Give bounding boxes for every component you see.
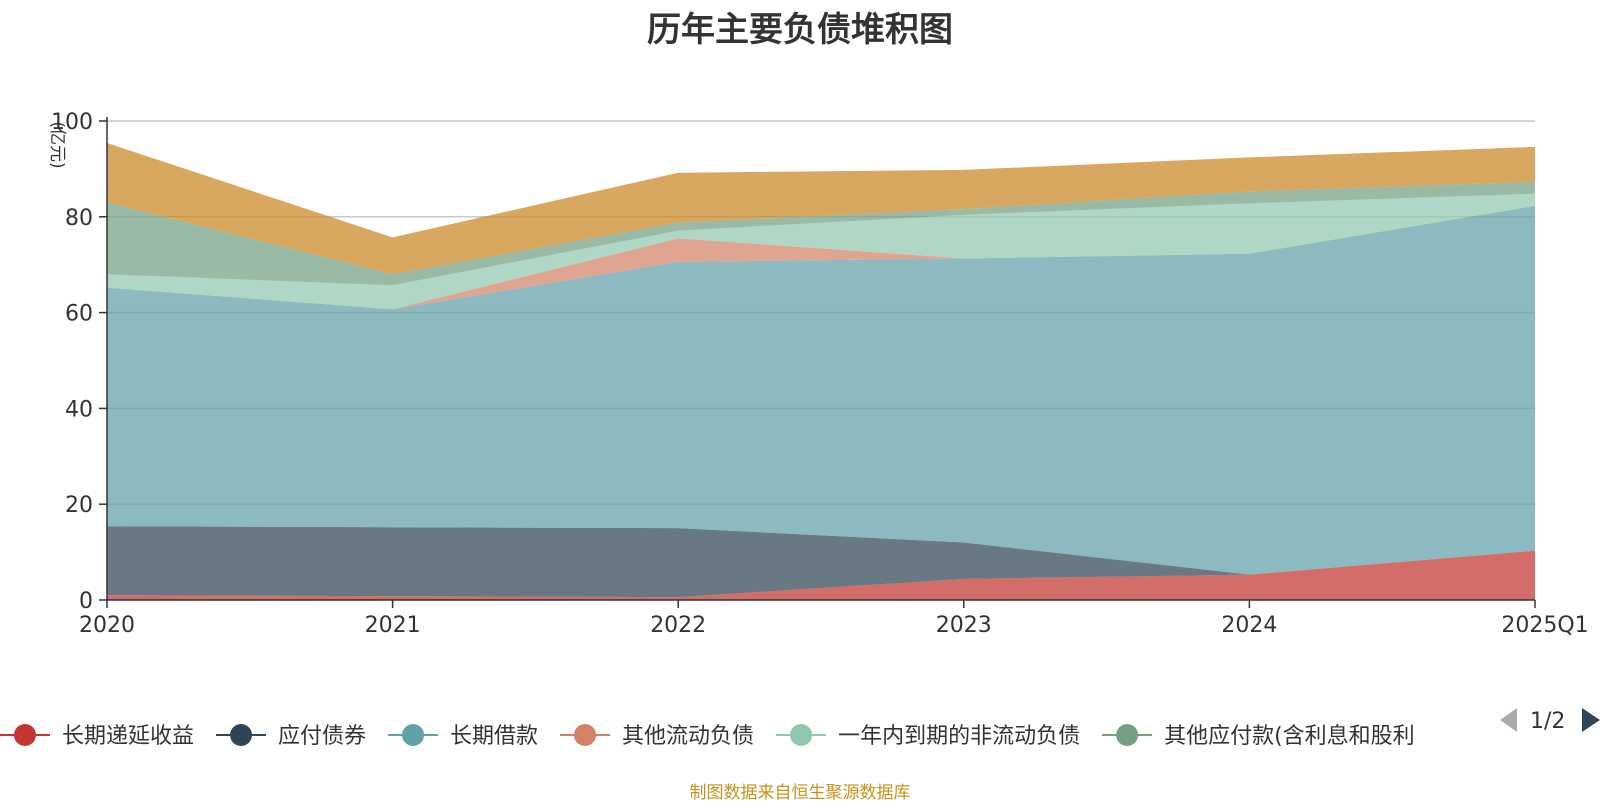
area-series-4 bbox=[107, 193, 1535, 310]
legend-prev-page-icon[interactable] bbox=[1500, 708, 1517, 732]
legend-item-5[interactable]: 其他应付款(含利息和股利 bbox=[1102, 724, 1415, 749]
legend-marker-4 bbox=[790, 724, 813, 746]
y-tick-label-0: 0 bbox=[79, 589, 93, 614]
x-tick-label-1: 2021 bbox=[365, 613, 421, 638]
legend: 长期递延收益 应付债券 长期借款 其他流动负债 一年内到期的非流动负债 其他应付款(含利息… bbox=[0, 724, 1415, 749]
legend-label-2: 长期借款 bbox=[450, 724, 538, 749]
legend-label-5: 其他应付款(含利息和股利 bbox=[1164, 724, 1415, 749]
legend-marker-1 bbox=[230, 724, 253, 746]
x-tick-label-2: 2022 bbox=[650, 613, 706, 638]
y-tick-label-100: 100 bbox=[51, 110, 93, 135]
y-tick-label-40: 40 bbox=[65, 397, 93, 422]
legend-item-3[interactable]: 其他流动负债 bbox=[560, 724, 754, 749]
x-tick-label-0: 2020 bbox=[79, 613, 135, 638]
legend-item-0[interactable]: 长期递延收益 bbox=[0, 724, 194, 749]
axes: 0 20 40 60 80 100 2020 2021 2022 2023 2024 2025Q1 bbox=[51, 110, 1589, 638]
legend-marker-3 bbox=[574, 724, 597, 746]
y-tick-label-60: 60 bbox=[65, 302, 93, 327]
x-tick-label-4: 2024 bbox=[1221, 613, 1277, 638]
legend-label-3: 其他流动负债 bbox=[622, 724, 754, 749]
legend-item-4[interactable]: 一年内到期的非流动负债 bbox=[776, 724, 1080, 749]
legend-pager: 1/2 bbox=[1500, 708, 1600, 734]
legend-marker-5 bbox=[1116, 724, 1139, 746]
legend-next-page-icon[interactable] bbox=[1582, 708, 1600, 732]
x-tick-label-3: 2023 bbox=[936, 613, 992, 638]
legend-item-1[interactable]: 应付债券 bbox=[216, 724, 366, 749]
area-series-1 bbox=[107, 526, 1535, 598]
area-series-3 bbox=[107, 205, 1535, 310]
legend-label-0: 长期递延收益 bbox=[62, 724, 194, 749]
y-axis-unit-label: (亿元) bbox=[47, 121, 67, 168]
area-series-5 bbox=[107, 181, 1535, 286]
stacked-areas bbox=[107, 143, 1535, 600]
legend-marker-0 bbox=[14, 724, 36, 746]
area-series-0 bbox=[107, 550, 1535, 600]
legend-label-1: 应付债券 bbox=[278, 724, 366, 749]
legend-label-4: 一年内到期的非流动负债 bbox=[838, 724, 1080, 749]
x-tick-label-5: 2025Q1 bbox=[1501, 613, 1588, 638]
source-note: 制图数据来自恒生聚源数据库 bbox=[689, 783, 911, 803]
legend-page-indicator: 1/2 bbox=[1530, 709, 1565, 734]
y-tick-label-80: 80 bbox=[65, 206, 93, 231]
legend-marker-2 bbox=[402, 724, 425, 746]
area-series-2 bbox=[107, 205, 1535, 575]
chart-title: 历年主要负债堆积图 bbox=[647, 10, 953, 50]
legend-item-2[interactable]: 长期借款 bbox=[388, 724, 538, 749]
y-tick-label-20: 20 bbox=[65, 493, 93, 518]
area-series-6 bbox=[107, 143, 1535, 275]
